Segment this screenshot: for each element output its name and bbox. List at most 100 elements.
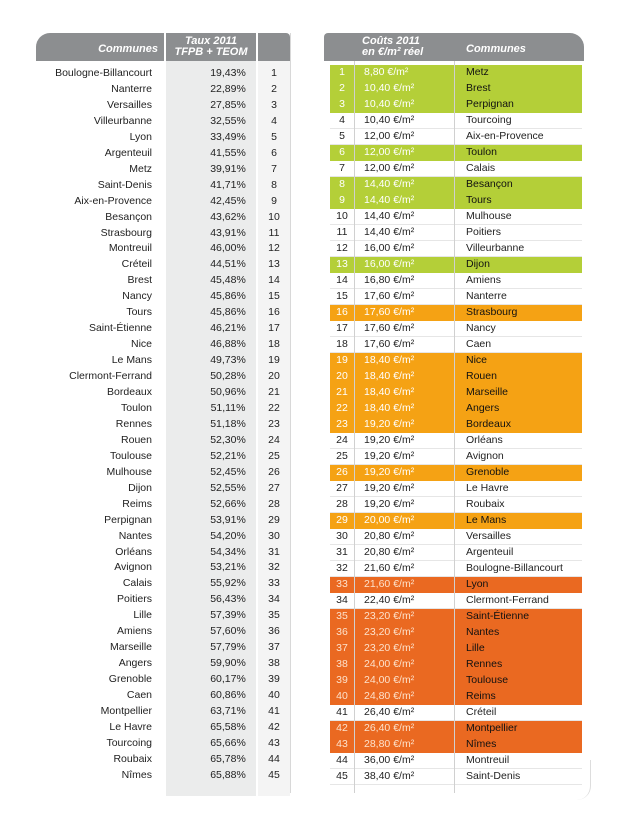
right-row-commune: Lille [466, 642, 485, 654]
left-row-commune: Saint-Étienne [88, 322, 152, 335]
right-row-commune: Orléans [466, 434, 503, 446]
left-row-rank: 1 [271, 67, 277, 79]
right-row-rank: 35 [336, 610, 348, 622]
right-table-row: 42 26,40 €/m² Montpellier [330, 721, 582, 737]
left-row-taux: 51,11% [210, 401, 246, 414]
left-row-rank: 33 [268, 577, 280, 590]
right-row-rank: 34 [336, 594, 348, 606]
left-table-row: Avignon 53,21% 32 [36, 561, 296, 577]
right-table-row: 36 23,20 €/m² Nantes [330, 625, 582, 641]
right-header-communes-label: Communes [466, 43, 526, 55]
right-row-commune: Perpignan [466, 98, 514, 110]
right-row-rank: 26 [336, 466, 348, 478]
right-table-corner [570, 760, 591, 800]
left-row-rank: 21 [268, 386, 280, 398]
right-row-rank: 4 [339, 114, 345, 126]
left-row-commune: Dijon [128, 481, 152, 494]
left-table-row: Nice 46,88% 18 [36, 338, 296, 354]
right-row-cout: 21,60 €/m² [364, 578, 415, 590]
right-row-cout: 28,80 €/m² [364, 738, 415, 750]
right-row-cout: 20,80 €/m² [364, 530, 415, 542]
left-row-taux: 65,58% [210, 720, 246, 733]
left-row-taux: 55,92% [210, 577, 246, 590]
left-row-rank: 7 [271, 162, 277, 175]
left-table-row: Lyon 33,49% 5 [36, 131, 296, 147]
right-row-commune: Grenoble [466, 466, 510, 478]
left-row-rank: 24 [268, 433, 280, 446]
right-table-row: 26 19,20 €/m² Grenoble [330, 465, 582, 481]
right-row-cout: 22,40 €/m² [364, 594, 415, 606]
left-row-rank: 28 [268, 497, 280, 510]
left-table-row: Aix-en-Provence 42,45% 9 [36, 195, 296, 211]
right-row-cout: 19,20 €/m² [364, 450, 415, 462]
left-row-taux: 22,89% [210, 82, 246, 95]
right-row-rank: 14 [336, 274, 348, 286]
right-row-rank: 36 [336, 626, 348, 638]
right-table-row: 23 19,20 €/m² Bordeaux [330, 417, 582, 433]
right-row-cout: 19,20 €/m² [364, 498, 415, 510]
right-row-commune: Le Mans [466, 514, 507, 526]
left-row-taux: 50,96% [210, 386, 246, 398]
right-row-rank: 45 [336, 770, 348, 782]
right-row-rank: 17 [336, 322, 348, 334]
right-row-commune: Poitiers [466, 226, 502, 238]
left-table-row: Caen 60,86% 40 [36, 689, 296, 705]
right-row-cout: 17,60 €/m² [364, 290, 415, 302]
left-table-row: Rennes 51,18% 23 [36, 418, 296, 434]
right-row-cout: 23,20 €/m² [364, 626, 415, 638]
right-row-commune: Montpellier [466, 722, 518, 734]
right-row-rank: 42 [336, 722, 348, 734]
right-table-row: 11 14,40 €/m² Poitiers [330, 225, 582, 241]
right-row-commune: Tours [466, 194, 492, 206]
left-row-rank: 6 [271, 146, 277, 159]
left-table-row: Metz 39,91% 7 [36, 163, 296, 179]
right-row-cout: 23,20 €/m² [364, 610, 415, 622]
right-table-row: 16 17,60 €/m² Strasbourg [330, 305, 582, 321]
left-table-row: Clermont-Ferrand 50,28% 20 [36, 370, 296, 386]
left-row-commune: Rennes [115, 417, 152, 430]
left-row-taux: 41,71% [210, 178, 246, 191]
left-row-commune: Orléans [115, 545, 152, 558]
right-table-row: 15 17,60 €/m² Nanterre [330, 289, 582, 305]
left-row-rank: 22 [268, 401, 280, 414]
right-row-cout: 36,00 €/m² [364, 754, 415, 766]
right-row-rank: 9 [339, 194, 345, 206]
right-row-cout: 12,00 €/m² [364, 162, 415, 174]
left-row-taux: 65,78% [210, 752, 246, 765]
right-row-cout: 14,40 €/m² [364, 178, 415, 190]
right-row-cout: 16,00 €/m² [364, 242, 415, 254]
right-row-commune: Toulon [466, 146, 497, 158]
right-row-commune: Tourcoing [466, 114, 512, 126]
left-row-commune: Bordeaux [107, 386, 152, 398]
right-row-commune: Toulouse [466, 674, 509, 686]
right-table-row: 17 17,60 €/m² Nancy [330, 321, 582, 337]
right-table-row: 4 10,40 €/m² Tourcoing [330, 113, 582, 129]
right-table-row: 24 19,20 €/m² Orléans [330, 433, 582, 449]
left-table-row: Dijon 52,55% 27 [36, 482, 296, 498]
left-row-taux: 45,86% [210, 290, 246, 303]
right-row-commune: Calais [466, 162, 496, 174]
right-row-rank: 1 [339, 66, 345, 78]
left-row-commune: Roubaix [113, 752, 152, 765]
left-row-commune: Angers [118, 657, 152, 670]
right-column-divider-1 [354, 61, 355, 793]
right-table-row: 41 26,40 €/m² Créteil [330, 705, 582, 721]
left-row-taux: 56,43% [210, 593, 246, 606]
left-row-rank: 14 [268, 274, 280, 287]
left-table-row: Le Mans 49,73% 19 [36, 354, 296, 370]
left-row-taux: 52,30% [210, 433, 246, 446]
right-row-commune: Strasbourg [466, 306, 518, 318]
left-row-taux: 50,28% [210, 370, 246, 383]
right-row-commune: Le Havre [466, 482, 509, 494]
left-header-communes: Communes [36, 33, 164, 61]
left-table-row: Lille 57,39% 35 [36, 609, 296, 625]
left-row-rank: 11 [268, 226, 280, 239]
right-row-rank: 25 [336, 450, 348, 462]
right-table-row: 34 22,40 €/m² Clermont-Ferrand [330, 593, 582, 609]
left-row-commune: Saint-Denis [97, 178, 152, 191]
left-row-commune: Grenoble [108, 673, 152, 686]
right-row-cout: 23,20 €/m² [364, 642, 415, 654]
right-row-rank: 43 [336, 738, 348, 750]
right-row-rank: 22 [336, 402, 348, 414]
left-table-row: Tours 45,86% 16 [36, 306, 296, 322]
